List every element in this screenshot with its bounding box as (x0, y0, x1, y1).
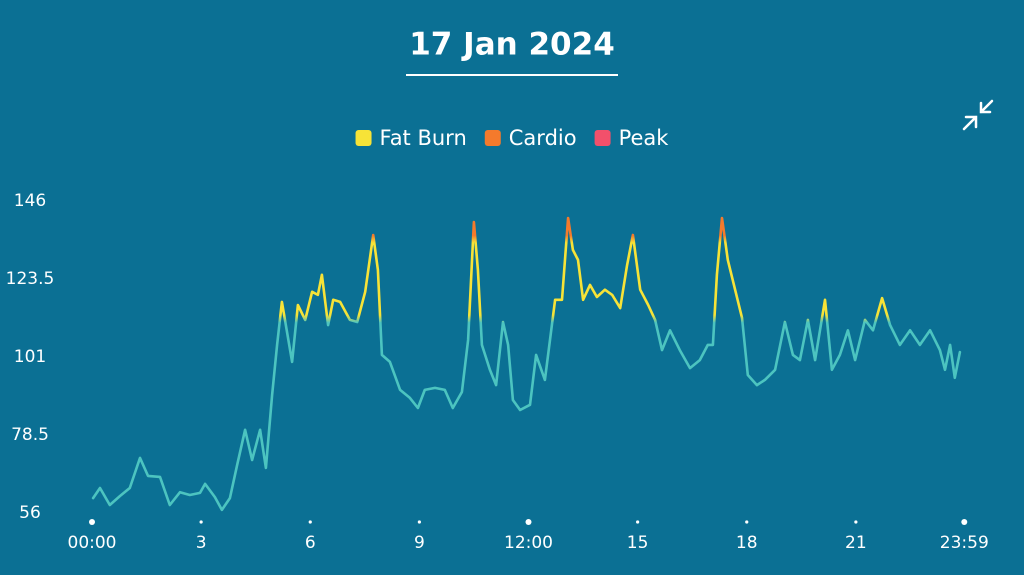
x-tick-label: 9 (414, 533, 425, 553)
y-tick-label: 123.5 (6, 269, 55, 289)
x-tick-dot (308, 520, 312, 524)
x-tick-label: 18 (736, 533, 758, 553)
y-tick-label: 56 (19, 503, 41, 523)
x-tick-dot (525, 519, 532, 525)
y-tick-label: 78.5 (11, 425, 49, 445)
x-tick-dot (745, 520, 749, 524)
x-tick-label: 00:00 (68, 533, 117, 553)
collapse-arrow (979, 99, 994, 114)
x-tick-label: 6 (305, 533, 316, 553)
date-title[interactable]: 17 Jan 2024 (409, 27, 615, 63)
legend-swatch (484, 130, 501, 146)
x-tick-label: 23:59 (940, 533, 989, 553)
heart-rate-line (91, 216, 962, 512)
legend-item: Peak (594, 126, 670, 150)
legend-swatch (355, 130, 372, 146)
x-tick-dot (89, 519, 95, 525)
legend-item: Cardio (484, 126, 577, 150)
x-tick-label: 15 (627, 533, 649, 553)
x-tick-label: 21 (845, 533, 867, 553)
legend-label: Peak (619, 126, 670, 150)
x-tick-dot (417, 520, 421, 524)
legend-swatch (594, 130, 611, 146)
legend-label: Cardio (509, 126, 577, 150)
x-tick-dot (961, 519, 968, 525)
x-tick-dot (199, 520, 203, 524)
y-tick-label: 101 (14, 347, 46, 367)
x-tick-label: 12:00 (504, 533, 553, 553)
collapse-icon[interactable] (962, 99, 994, 131)
x-tick-label: 3 (196, 533, 207, 553)
x-tick-dot (636, 520, 640, 524)
y-tick-label: 146 (14, 191, 46, 211)
legend: Fat Burn Cardio Peak (355, 126, 670, 150)
x-tick-dot (854, 520, 858, 524)
collapse-arrow (962, 115, 978, 131)
legend-label: Fat Burn (380, 126, 467, 150)
legend-item: Fat Burn (355, 126, 467, 150)
